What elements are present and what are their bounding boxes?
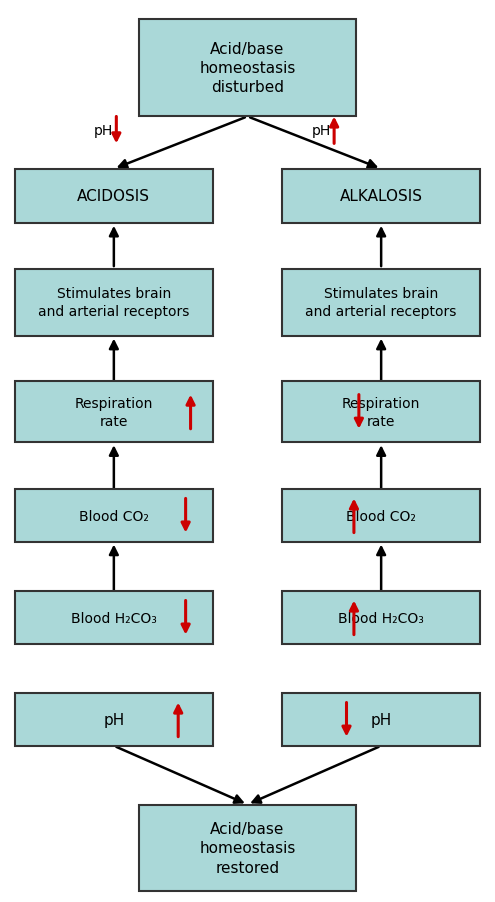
Text: Respiration
rate: Respiration rate <box>342 396 420 428</box>
FancyBboxPatch shape <box>139 805 356 891</box>
Text: Stimulates brain
and arterial receptors: Stimulates brain and arterial receptors <box>38 287 190 319</box>
FancyBboxPatch shape <box>282 170 480 224</box>
FancyBboxPatch shape <box>282 694 480 746</box>
Text: ALKALOSIS: ALKALOSIS <box>340 189 423 204</box>
FancyBboxPatch shape <box>282 382 480 443</box>
Text: Blood CO₂: Blood CO₂ <box>346 509 416 523</box>
Text: Blood CO₂: Blood CO₂ <box>79 509 149 523</box>
FancyBboxPatch shape <box>139 20 356 117</box>
FancyBboxPatch shape <box>15 490 213 542</box>
FancyBboxPatch shape <box>282 592 480 644</box>
FancyBboxPatch shape <box>15 270 213 336</box>
Text: pH: pH <box>371 713 392 727</box>
Text: Acid/base
homeostasis
disturbed: Acid/base homeostasis disturbed <box>199 41 296 96</box>
Text: pH: pH <box>94 124 113 138</box>
FancyBboxPatch shape <box>15 694 213 746</box>
Text: Respiration
rate: Respiration rate <box>75 396 153 428</box>
Text: Acid/base
homeostasis
restored: Acid/base homeostasis restored <box>199 821 296 875</box>
Text: Blood H₂CO₃: Blood H₂CO₃ <box>71 611 157 625</box>
FancyBboxPatch shape <box>282 490 480 542</box>
Text: pH: pH <box>312 124 331 138</box>
FancyBboxPatch shape <box>15 592 213 644</box>
FancyBboxPatch shape <box>282 270 480 336</box>
FancyBboxPatch shape <box>15 382 213 443</box>
FancyBboxPatch shape <box>15 170 213 224</box>
Text: ACIDOSIS: ACIDOSIS <box>77 189 150 204</box>
Text: Blood H₂CO₃: Blood H₂CO₃ <box>338 611 424 625</box>
Text: pH: pH <box>103 713 124 727</box>
Text: Stimulates brain
and arterial receptors: Stimulates brain and arterial receptors <box>305 287 457 319</box>
